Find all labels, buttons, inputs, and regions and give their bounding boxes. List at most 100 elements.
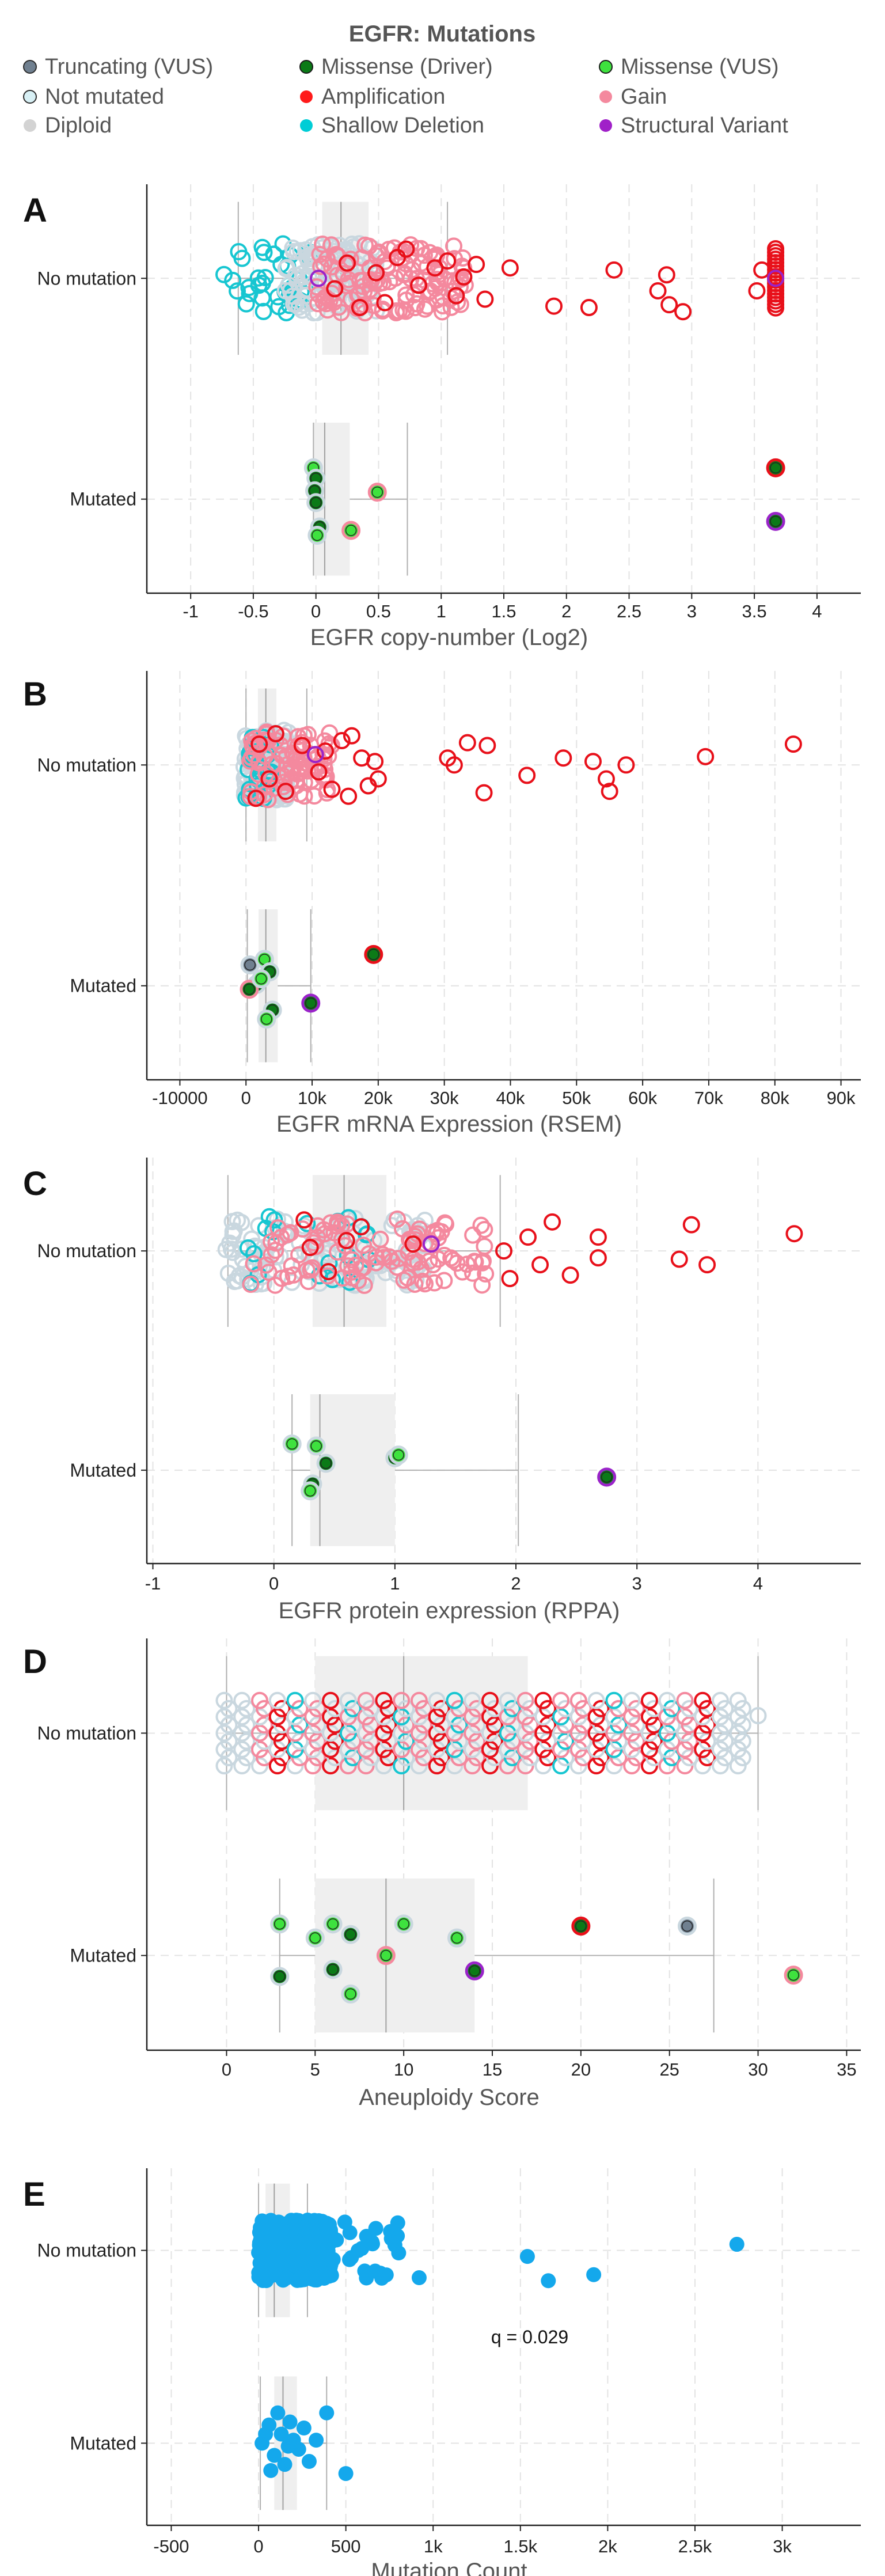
data-point-core	[601, 1471, 613, 1483]
data-point	[393, 1220, 411, 1238]
data-point	[712, 1708, 729, 1726]
data-point	[215, 1740, 233, 1758]
data-point	[220, 1732, 238, 1750]
data-point	[416, 1235, 434, 1253]
data-point	[428, 1757, 446, 1775]
data-point	[539, 1716, 557, 1734]
legend-label: Amplification	[321, 85, 445, 109]
data-point	[663, 1699, 681, 1717]
data-point-core	[345, 1988, 356, 2000]
data-point-core	[310, 1440, 322, 1452]
data-point	[694, 1708, 712, 1726]
legend-label: Diploid	[45, 113, 112, 138]
data-point	[420, 1252, 438, 1270]
data-point	[610, 1748, 628, 1766]
data-point	[729, 1740, 747, 1758]
data-point	[362, 1699, 379, 1717]
data-point	[267, 1234, 285, 1252]
data-point	[259, 791, 277, 809]
data-point	[301, 2454, 317, 2469]
data-point	[318, 295, 336, 313]
data-point	[326, 280, 344, 298]
data-point	[304, 1708, 322, 1726]
data-point	[329, 1213, 347, 1231]
data-point	[767, 240, 785, 258]
data-point-core	[398, 1918, 409, 1930]
data-point	[623, 1691, 641, 1709]
data-point	[534, 1740, 552, 1758]
data-point	[215, 1724, 233, 1742]
data-point	[250, 735, 268, 753]
data-point	[233, 1757, 251, 1775]
legend-item: Shallow Deletion	[300, 113, 484, 138]
x-tick-label: 0	[253, 2536, 263, 2556]
data-point	[784, 735, 802, 753]
data-point	[519, 2249, 535, 2264]
data-point	[674, 303, 692, 321]
x-tick-label: 0.5	[366, 601, 391, 621]
data-point	[605, 1724, 623, 1742]
data-point	[503, 1732, 521, 1750]
data-point	[256, 268, 274, 286]
data-point	[376, 294, 394, 312]
data-point	[499, 1740, 516, 1758]
data-point	[464, 1264, 481, 1282]
data-point	[339, 1691, 357, 1709]
data-point	[290, 2234, 305, 2249]
data-point	[268, 1708, 286, 1726]
data-point	[464, 1708, 481, 1726]
x-tick-label: 500	[331, 2536, 361, 2556]
legend-item: Missense (Driver)	[299, 55, 493, 79]
data-point	[339, 1740, 357, 1758]
data-point	[329, 2232, 344, 2248]
data-point	[569, 1724, 587, 1742]
data-point	[238, 1732, 256, 1750]
panel-E: -500 0 500 1k 1.5k 2k 2.5k 3k No mutation Mutated…	[23, 2168, 861, 2576]
data-point	[355, 1236, 373, 1254]
data-point	[357, 1708, 375, 1726]
y-tick-label: No mutation	[37, 1240, 136, 1261]
x-tick-label: 25	[659, 2059, 679, 2080]
data-point-core	[244, 983, 255, 995]
data-point	[557, 1716, 575, 1734]
data-point	[277, 2457, 293, 2472]
data-point	[375, 1708, 393, 1726]
data-point	[557, 1748, 575, 1766]
data-point	[589, 1249, 607, 1267]
data-point-core	[393, 1449, 404, 1461]
data-point	[464, 1691, 481, 1709]
data-point	[712, 1691, 729, 1709]
data-point	[434, 289, 452, 306]
data-point	[294, 1220, 312, 1238]
data-point	[628, 1699, 645, 1717]
x-tick-label: 50k	[562, 1088, 591, 1108]
data-point	[640, 1691, 658, 1709]
data-point	[273, 1716, 291, 1734]
data-point	[697, 748, 715, 765]
data-point	[295, 773, 313, 791]
data-point	[215, 1708, 233, 1726]
data-point	[233, 1708, 251, 1726]
data-point	[426, 259, 444, 277]
legend-swatch-icon	[299, 60, 313, 74]
data-point	[432, 1748, 450, 1766]
x-tick-label: 2	[561, 601, 571, 621]
data-point	[220, 1748, 238, 1766]
data-point	[286, 1724, 304, 1742]
data-point	[271, 2242, 287, 2258]
data-point	[299, 1273, 317, 1291]
data-point	[393, 1740, 411, 1758]
data-point	[676, 1724, 694, 1742]
data-point	[319, 2405, 335, 2421]
data-point	[245, 1245, 263, 1263]
data-point	[326, 1716, 344, 1734]
data-point	[432, 1699, 450, 1717]
data-point	[694, 1740, 712, 1758]
data-point	[282, 282, 299, 299]
data-point	[278, 259, 296, 276]
data-point	[499, 1757, 516, 1775]
data-point	[387, 2237, 402, 2253]
data-point	[249, 765, 267, 783]
data-point	[238, 1748, 256, 1766]
